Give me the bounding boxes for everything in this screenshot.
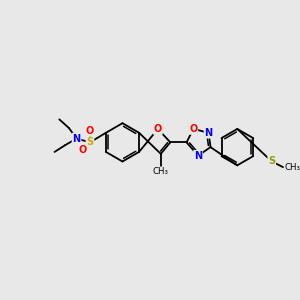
Text: CH₃: CH₃ [153, 167, 169, 176]
Text: CH₃: CH₃ [284, 163, 300, 172]
Text: O: O [154, 124, 162, 134]
Text: N: N [73, 134, 81, 143]
Text: N: N [194, 151, 202, 161]
Text: O: O [78, 145, 86, 155]
Text: O: O [189, 124, 197, 134]
Text: O: O [86, 126, 94, 136]
Text: N: N [205, 128, 213, 138]
Text: S: S [268, 157, 275, 166]
Text: S: S [86, 137, 94, 147]
